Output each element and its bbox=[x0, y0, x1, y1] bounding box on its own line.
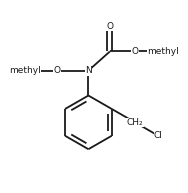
Text: O: O bbox=[132, 47, 139, 56]
Text: N: N bbox=[85, 66, 92, 75]
Text: methyl: methyl bbox=[147, 47, 179, 56]
Text: Cl: Cl bbox=[154, 131, 163, 140]
Text: CH₂: CH₂ bbox=[127, 118, 143, 127]
Text: O: O bbox=[53, 66, 60, 75]
Text: methyl: methyl bbox=[9, 66, 41, 75]
Text: O: O bbox=[106, 22, 113, 31]
